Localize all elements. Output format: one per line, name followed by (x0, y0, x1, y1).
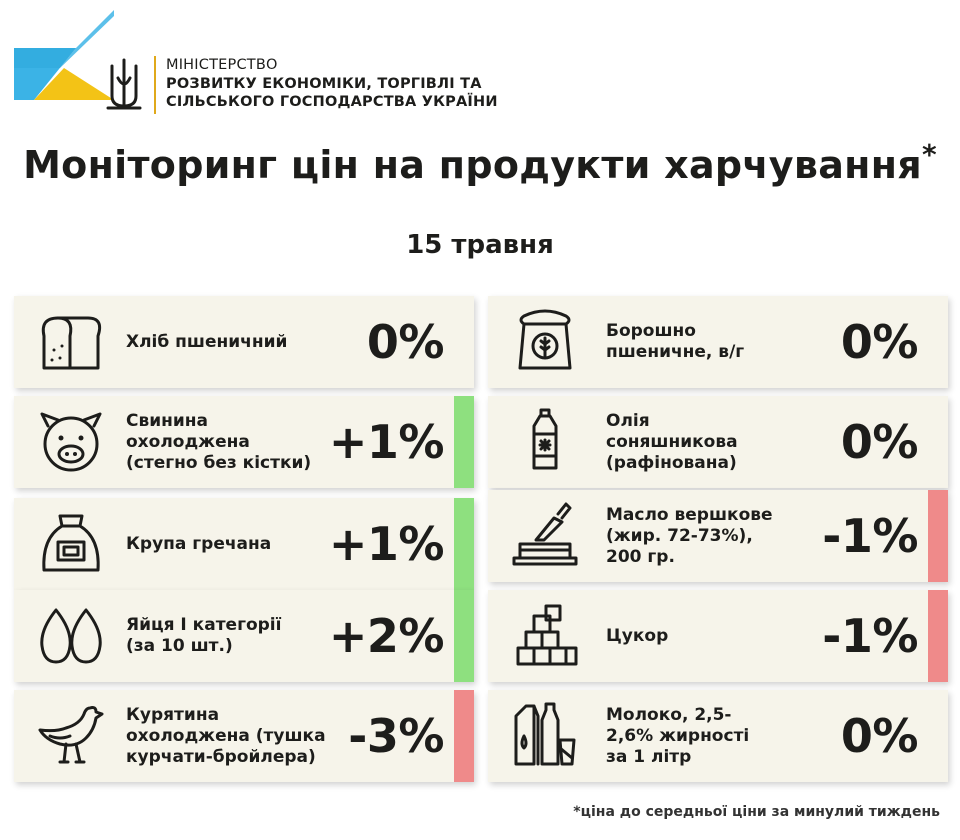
ministry-name: МІНІСТЕРСТВО РОЗВИТКУ ЕКОНОМІКИ, ТОРГІВЛ… (166, 56, 498, 112)
price-change: +1% (328, 517, 445, 571)
price-card-eggs: Яйця І категорії (за 10 шт.) +2% (14, 590, 474, 682)
page-title: Моніторинг цін на продукти харчування* (0, 138, 960, 187)
product-label: Цукор (606, 625, 669, 646)
bread-icon (41, 316, 102, 370)
price-card-chicken: Курятина охолоджена (тушка курчати-бройл… (14, 690, 474, 782)
price-change: -1% (822, 509, 918, 563)
price-card-oil: Олія соняшникова (рафінована) 0% (488, 396, 948, 488)
price-card-flour: Борошно пшеничне, в/г 0% (488, 296, 948, 388)
product-label: Молоко, 2,5- 2,6% жирності за 1 літр (606, 704, 750, 767)
grain-sack-icon (42, 514, 100, 572)
footnote: *ціна до середньої ціни за минулий тижде… (573, 804, 940, 820)
dairy-icon (514, 702, 576, 766)
price-change: 0% (840, 415, 919, 469)
price-change: +2% (328, 609, 445, 663)
trend-up-bar (454, 590, 474, 682)
product-label: Свинина охолоджена (стегно без кістки) (126, 410, 312, 473)
title-text: Моніторинг цін на продукти харчування (23, 143, 922, 187)
price-card-pork: Свинина охолоджена (стегно без кістки) +… (14, 396, 474, 488)
product-label: Борошно пшеничне, в/г (606, 321, 745, 362)
price-change: 0% (840, 315, 919, 369)
trend-down-bar (928, 590, 948, 682)
product-label: Масло вершкове (жир. 72-73%), 200 гр. (606, 504, 773, 567)
trend-down-bar (454, 690, 474, 782)
eggs-icon (40, 608, 102, 664)
trend-down-bar (928, 490, 948, 582)
trend-up-bar (454, 498, 474, 590)
butter-icon (512, 502, 578, 566)
flour-sack-icon (518, 309, 572, 370)
pig-icon (40, 412, 102, 472)
product-label: Крупа гречана (126, 533, 272, 554)
ministry-logo-icon (14, 10, 114, 100)
report-date: 15 травня (406, 230, 554, 260)
price-card-sugar: Цукор -1% (488, 590, 948, 682)
ministry-line-3: СІЛЬСЬКОГО ГОСПОДАРСТВА УКРАЇНИ (166, 94, 498, 110)
price-card-bread: Хліб пшеничний 0% (14, 296, 474, 388)
ministry-line-1: МІНІСТЕРСТВО (166, 57, 278, 73)
product-label: Олія соняшникова (рафінована) (606, 410, 738, 473)
header-divider (154, 56, 156, 114)
oil-bottle-icon (532, 408, 558, 470)
product-label: Хліб пшеничний (126, 331, 288, 352)
price-change: -3% (348, 709, 444, 763)
ministry-line-2: РОЗВИТКУ ЕКОНОМІКИ, ТОРГІВЛІ ТА (166, 75, 482, 92)
price-card-butter: Масло вершкове (жир. 72-73%), 200 гр. -1… (488, 490, 948, 582)
price-card-milk: Молоко, 2,5- 2,6% жирності за 1 літр 0% (488, 690, 948, 782)
trend-up-bar (454, 396, 474, 488)
sugar-cubes-icon (516, 604, 578, 666)
ministry-header: МІНІСТЕРСТВО РОЗВИТКУ ЕКОНОМІКИ, ТОРГІВЛ… (14, 10, 534, 114)
price-change: 0% (840, 709, 919, 763)
trident-icon (106, 58, 142, 110)
price-card-buckwheat: Крупа гречана +1% (14, 498, 474, 590)
product-label: Курятина охолоджена (тушка курчати-бройл… (126, 704, 326, 767)
price-change: 0% (366, 315, 445, 369)
product-label: Яйця І категорії (за 10 шт.) (126, 615, 282, 656)
price-change: -1% (822, 609, 918, 663)
title-asterisk: * (921, 138, 937, 171)
chicken-icon (38, 706, 104, 764)
price-change: +1% (328, 415, 445, 469)
